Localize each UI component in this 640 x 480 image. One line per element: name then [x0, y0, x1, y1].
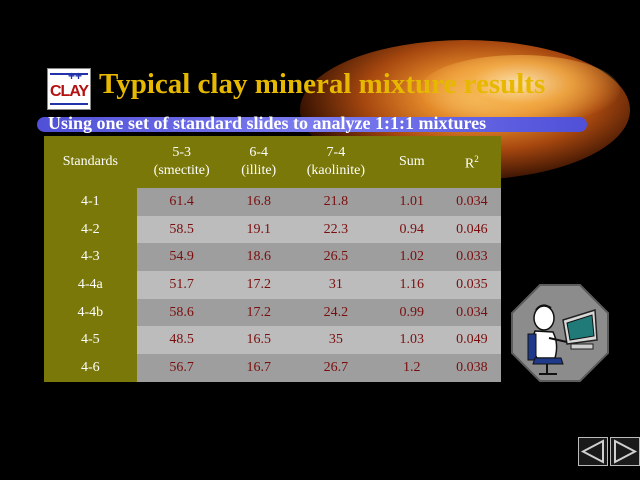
- header-standards: Standards: [44, 136, 137, 188]
- logo-plus-text: ++: [68, 69, 83, 83]
- table-header-row: Standards 5-3 (smectite) 6-4 (illite) 7-4(…: [44, 136, 501, 188]
- standard-cell: 4-4b: [44, 298, 137, 327]
- header-r-squared: R2: [442, 136, 501, 188]
- smectite-cell: 58.5: [136, 215, 227, 244]
- back-arrow-icon: [580, 439, 604, 464]
- logo-clay-text: CLAY: [50, 83, 89, 100]
- illite-cell: 16.7: [226, 354, 291, 382]
- standard-cell: 4-2: [44, 215, 137, 244]
- next-slide-button[interactable]: [610, 437, 640, 466]
- table-row: 4-2 58.5 19.1 22.3 0.94 0.046: [44, 215, 501, 244]
- slide-subtitle: Using one set of standard slides to anal…: [48, 113, 487, 133]
- r-squared-cell: 0.034: [442, 188, 501, 216]
- standard-cell: 4-4a: [44, 271, 137, 299]
- sum-cell: 1.01: [380, 188, 443, 216]
- table-row: 4-6 56.7 16.7 26.7 1.2 0.038: [44, 354, 501, 382]
- slide-title: Typical clay mineral mixture results: [99, 68, 546, 100]
- smectite-cell: 56.7: [136, 354, 227, 382]
- standard-cell: 4-6: [44, 354, 137, 382]
- standard-cell: 4-1: [44, 188, 137, 216]
- r-squared-cell: 0.034: [442, 298, 501, 327]
- kaolinite-cell: 26.5: [290, 243, 381, 272]
- clay-logo-icon: ++ CLAY: [47, 68, 91, 110]
- illite-cell: 16.8: [226, 188, 291, 216]
- computer-user-icon: [511, 284, 609, 382]
- header-sum: Sum: [380, 136, 443, 188]
- table-row: 4-4a 51.7 17.2 31 1.16 0.035: [44, 271, 501, 299]
- illite-cell: 17.2: [226, 271, 291, 299]
- sum-cell: 0.94: [380, 215, 443, 244]
- smectite-cell: 48.5: [136, 326, 227, 355]
- sum-cell: 1.2: [380, 354, 443, 382]
- table-row: 4-1 61.4 16.8 21.8 1.01 0.034: [44, 188, 501, 216]
- sum-cell: 1.03: [380, 326, 443, 355]
- smectite-cell: 58.6: [136, 298, 227, 327]
- kaolinite-cell: 21.8: [290, 188, 381, 216]
- standard-cell: 4-3: [44, 243, 137, 272]
- illite-cell: 16.5: [226, 326, 291, 355]
- r-squared-cell: 0.049: [442, 326, 501, 355]
- r-squared-cell: 0.035: [442, 271, 501, 299]
- sum-cell: 1.02: [380, 243, 443, 272]
- smectite-cell: 51.7: [136, 271, 227, 299]
- kaolinite-cell: 31: [290, 271, 381, 299]
- smectite-cell: 61.4: [136, 188, 227, 216]
- subtitle-bar: [37, 117, 587, 132]
- r-squared-cell: 0.033: [442, 243, 501, 272]
- results-table: Standards 5-3 (smectite) 6-4 (illite) 7-4(…: [44, 136, 501, 382]
- kaolinite-cell: 35: [290, 326, 381, 355]
- sum-cell: 0.99: [380, 298, 443, 327]
- illite-cell: 18.6: [226, 243, 291, 272]
- kaolinite-cell: 22.3: [290, 215, 381, 244]
- smectite-cell: 54.9: [136, 243, 227, 272]
- header-illite: 6-4 (illite): [226, 136, 291, 188]
- standard-cell: 4-5: [44, 326, 137, 355]
- illite-cell: 19.1: [226, 215, 291, 244]
- kaolinite-cell: 26.7: [290, 354, 381, 382]
- header-kaolinite: 7-4 (kaolinite): [290, 136, 381, 188]
- kaolinite-cell: 24.2: [290, 298, 381, 327]
- previous-slide-button[interactable]: [578, 437, 608, 466]
- forward-arrow-icon: [614, 439, 638, 464]
- r-squared-cell: 0.046: [442, 215, 501, 244]
- table-row: 4-5 48.5 16.5 35 1.03 0.049: [44, 326, 501, 355]
- sum-cell: 1.16: [380, 271, 443, 299]
- table-row: 4-4b 58.6 17.2 24.2 0.99 0.034: [44, 298, 501, 327]
- header-smectite: 5-3 (smectite): [136, 136, 227, 188]
- orange-glow-highlight: [420, 55, 620, 125]
- illite-cell: 17.2: [226, 298, 291, 327]
- table-row: 4-3 54.9 18.6 26.5 1.02 0.033: [44, 243, 501, 272]
- r-squared-cell: 0.038: [442, 354, 501, 382]
